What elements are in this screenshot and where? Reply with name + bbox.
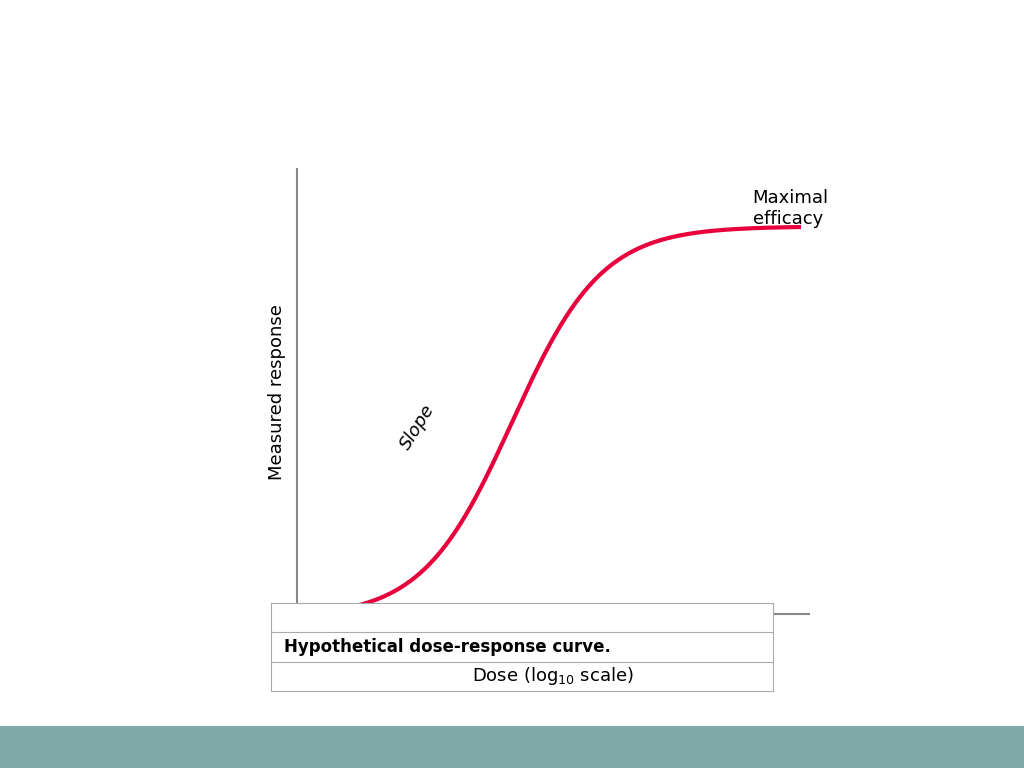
Y-axis label: Measured response: Measured response bbox=[268, 303, 286, 480]
Text: Potency: Potency bbox=[568, 630, 640, 648]
Text: Hypothetical dose-response curve.: Hypothetical dose-response curve. bbox=[284, 638, 610, 656]
Text: Dose (log$_{10}$ scale): Dose (log$_{10}$ scale) bbox=[472, 665, 634, 687]
Text: Slope: Slope bbox=[396, 402, 438, 453]
Text: Maximal
efficacy: Maximal efficacy bbox=[753, 189, 828, 228]
